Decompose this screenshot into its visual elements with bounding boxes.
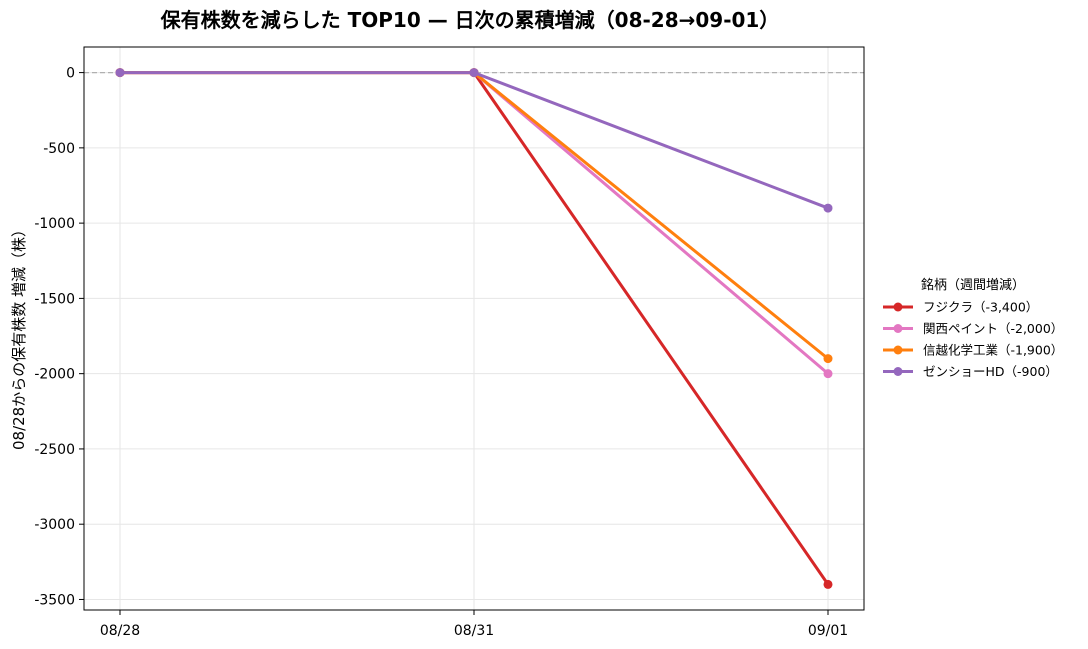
x-tick-label: 08/31 <box>454 623 494 639</box>
grid-lines <box>84 47 864 610</box>
legend-marker <box>893 302 903 312</box>
legend-label: 信越化学工業（-1,900） <box>923 343 1063 358</box>
y-tick-label: -500 <box>43 141 75 157</box>
data-point <box>469 68 479 78</box>
legend: 銘柄（週間増減） フジクラ（-3,400） 関西ペイント（-2,000） 信越化学工… <box>883 277 1063 379</box>
y-tick-label: 0 <box>66 66 75 82</box>
data-point <box>823 369 833 379</box>
data-point <box>823 579 833 589</box>
legend-item: ゼンショーHD（-900） <box>883 364 1058 379</box>
legend-marker <box>893 324 903 333</box>
y-tick-label: -3000 <box>34 517 75 533</box>
chart-title: 保有株数を減らした TOP10 — 日次の累積増減（08-28→09-01） <box>160 8 780 32</box>
series-lines <box>115 68 833 589</box>
legend-item: フジクラ（-3,400） <box>883 300 1038 315</box>
y-tick-label: -2000 <box>34 367 75 383</box>
y-tick-label: -2500 <box>34 442 75 458</box>
y-tick-label: -1500 <box>34 291 75 307</box>
data-point <box>115 68 125 78</box>
series-3 <box>115 68 833 213</box>
x-tick-label: 09/01 <box>808 623 848 639</box>
x-tick-label: 08/28 <box>100 623 140 639</box>
x-axis-ticks: 08/28 08/31 09/01 <box>100 610 848 639</box>
legend-label: ゼンショーHD（-900） <box>923 364 1058 379</box>
legend-title: 銘柄（週間増減） <box>921 277 1025 293</box>
legend-item: 信越化学工業（-1,900） <box>883 343 1063 358</box>
legend-marker <box>893 367 903 376</box>
legend-label: 関西ペイント（-2,000） <box>923 321 1063 336</box>
y-tick-label: -3500 <box>34 592 75 608</box>
y-tick-label: -1000 <box>34 216 75 232</box>
data-point <box>823 203 833 213</box>
y-axis-label: 08/28からの保有株数 増減（株） <box>10 222 28 450</box>
data-point <box>823 354 833 364</box>
y-axis-ticks: 0 -500 -1000 -1500 -2000 -2500 -3000 -3500 <box>34 66 84 608</box>
legend-marker <box>893 345 903 355</box>
legend-item: 関西ペイント（-2,000） <box>883 321 1063 336</box>
legend-label: フジクラ（-3,400） <box>923 300 1038 315</box>
